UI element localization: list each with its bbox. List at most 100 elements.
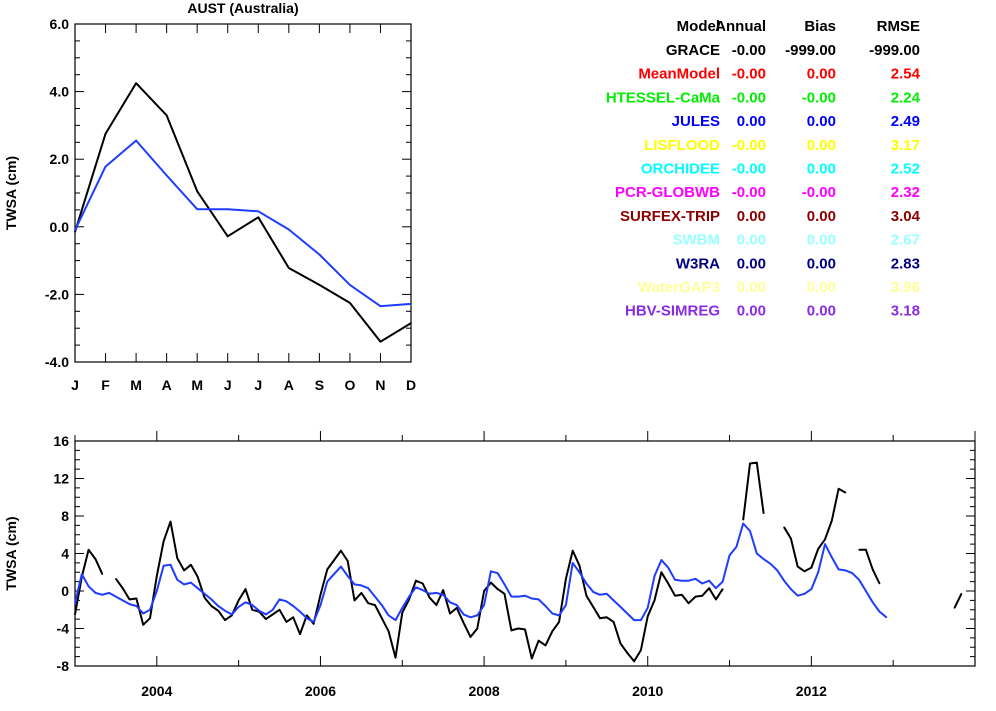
grace-timeseries-point bbox=[687, 602, 690, 604]
y-tick-label: -2.0 bbox=[45, 286, 69, 302]
table-cell: 0.00 bbox=[807, 303, 836, 320]
model-timeseries-point bbox=[715, 587, 717, 589]
grace-timeseries-point bbox=[865, 548, 867, 551]
grace-timeseries-point bbox=[544, 644, 547, 647]
grace-timeseries-point bbox=[299, 633, 301, 635]
grace-seasonal-point bbox=[349, 302, 351, 304]
model-timeseries-point bbox=[128, 603, 131, 605]
model-timeseries-point bbox=[606, 593, 608, 595]
grace-timeseries-point bbox=[953, 607, 956, 609]
grace-timeseries-point bbox=[333, 559, 335, 561]
grace-timeseries-point bbox=[381, 617, 383, 619]
model-timeseries-point bbox=[503, 583, 506, 586]
model-timeseries-point bbox=[667, 566, 669, 569]
x-tick-label: J bbox=[224, 377, 232, 393]
model-timeseries-point bbox=[449, 601, 451, 604]
model-timeseries-point bbox=[756, 552, 758, 555]
x-tick-label: M bbox=[130, 377, 142, 393]
grace-timeseries-point bbox=[531, 657, 533, 660]
model-timeseries-point bbox=[496, 572, 499, 574]
model-timeseries-point bbox=[885, 616, 888, 619]
grace-timeseries-point bbox=[790, 537, 792, 540]
model-timeseries-point bbox=[278, 598, 281, 601]
grace-timeseries-point bbox=[326, 568, 329, 571]
grace-timeseries-point bbox=[715, 598, 717, 601]
grace-timeseries-point bbox=[292, 616, 294, 619]
x-tick-label: A bbox=[162, 377, 172, 393]
table-cell: 2.24 bbox=[891, 89, 921, 106]
grace-seasonal-line bbox=[74, 82, 412, 343]
model-timeseries-point bbox=[878, 610, 881, 613]
model-timeseries-point bbox=[612, 599, 615, 602]
model-seasonal-point bbox=[196, 208, 198, 211]
model-timeseries-point bbox=[865, 590, 867, 592]
grace-seasonal-point bbox=[165, 114, 168, 117]
model-timeseries-point bbox=[94, 592, 97, 594]
model-timeseries-point bbox=[687, 579, 690, 582]
grace-timeseries-point bbox=[149, 617, 151, 619]
grace-timeseries-point bbox=[681, 593, 683, 596]
model-timeseries-point bbox=[237, 606, 240, 608]
y-tick-label: 0 bbox=[61, 583, 69, 599]
grace-timeseries-point bbox=[585, 594, 588, 597]
model-timeseries-point bbox=[776, 569, 779, 572]
model-timeseries-point bbox=[871, 601, 874, 604]
model-timeseries-point bbox=[101, 593, 104, 596]
model-timeseries-point bbox=[108, 592, 110, 594]
model-timeseries-point bbox=[285, 600, 288, 603]
table-cell: 0.00 bbox=[807, 232, 836, 249]
y-tick-label: -8 bbox=[57, 658, 70, 674]
model-timeseries-point bbox=[803, 593, 806, 595]
grace-timeseries-point bbox=[810, 566, 813, 569]
grace-timeseries-point bbox=[503, 593, 506, 595]
model-timeseries-point bbox=[571, 562, 574, 564]
model-timeseries-point bbox=[531, 597, 533, 600]
model-seasonal-point bbox=[226, 208, 229, 211]
grace-timeseries-point bbox=[960, 593, 963, 595]
model-seasonal-point bbox=[379, 305, 382, 308]
table-model-name: HTESSEL-CaMa bbox=[606, 89, 721, 106]
table-cell: -0.00 bbox=[732, 89, 766, 106]
grace-timeseries-point bbox=[374, 604, 376, 606]
grace-timeseries-point bbox=[817, 548, 819, 550]
model-timeseries-point bbox=[619, 606, 622, 608]
table-model-name: W3RA bbox=[676, 255, 720, 272]
table-header: RMSE bbox=[877, 18, 920, 35]
grace-timeseries-point bbox=[694, 595, 697, 598]
grace-timeseries-point bbox=[210, 605, 213, 607]
model-timeseries-point bbox=[742, 522, 744, 525]
x-tick-label: 2008 bbox=[469, 683, 500, 699]
table-cell: 0.00 bbox=[737, 255, 766, 272]
model-timeseries-point bbox=[626, 612, 629, 615]
table-cell: 0.00 bbox=[807, 137, 836, 154]
table-cell: 0.00 bbox=[737, 303, 766, 320]
model-timeseries-point bbox=[142, 612, 144, 615]
model-timeseries-point bbox=[837, 568, 840, 571]
grace-timeseries-point bbox=[224, 619, 226, 621]
x-tick-label: N bbox=[375, 377, 385, 393]
grace-timeseries-point bbox=[571, 549, 574, 552]
grace-seasonal-point bbox=[196, 190, 198, 193]
grace-timeseries-point bbox=[115, 578, 117, 580]
table-cell: 3.17 bbox=[891, 137, 920, 154]
table-cell: -999.00 bbox=[785, 42, 836, 59]
model-timeseries-point bbox=[517, 595, 519, 598]
model-timeseries-point bbox=[271, 608, 274, 611]
model-timeseries-point bbox=[217, 605, 219, 607]
table-cell: 0.00 bbox=[807, 66, 836, 83]
model-timeseries-point bbox=[169, 563, 172, 566]
grace-timeseries-point bbox=[565, 578, 567, 580]
grace-timeseries-point bbox=[626, 652, 629, 654]
grace-seasonal-point bbox=[74, 231, 76, 233]
grace-timeseries-point bbox=[551, 630, 554, 633]
grace-timeseries-point bbox=[537, 639, 540, 642]
table-model-name: HBV-SIMREG bbox=[625, 303, 720, 320]
plot-frame bbox=[74, 23, 412, 363]
table-model-name: ORCHIDEE bbox=[641, 161, 720, 178]
model-timeseries-point bbox=[340, 565, 342, 568]
model-timeseries-point bbox=[333, 573, 335, 575]
model-seasonal-point bbox=[135, 139, 137, 142]
model-timeseries-point bbox=[415, 586, 417, 589]
model-timeseries-point bbox=[462, 613, 465, 616]
model-timeseries-point bbox=[558, 614, 560, 617]
